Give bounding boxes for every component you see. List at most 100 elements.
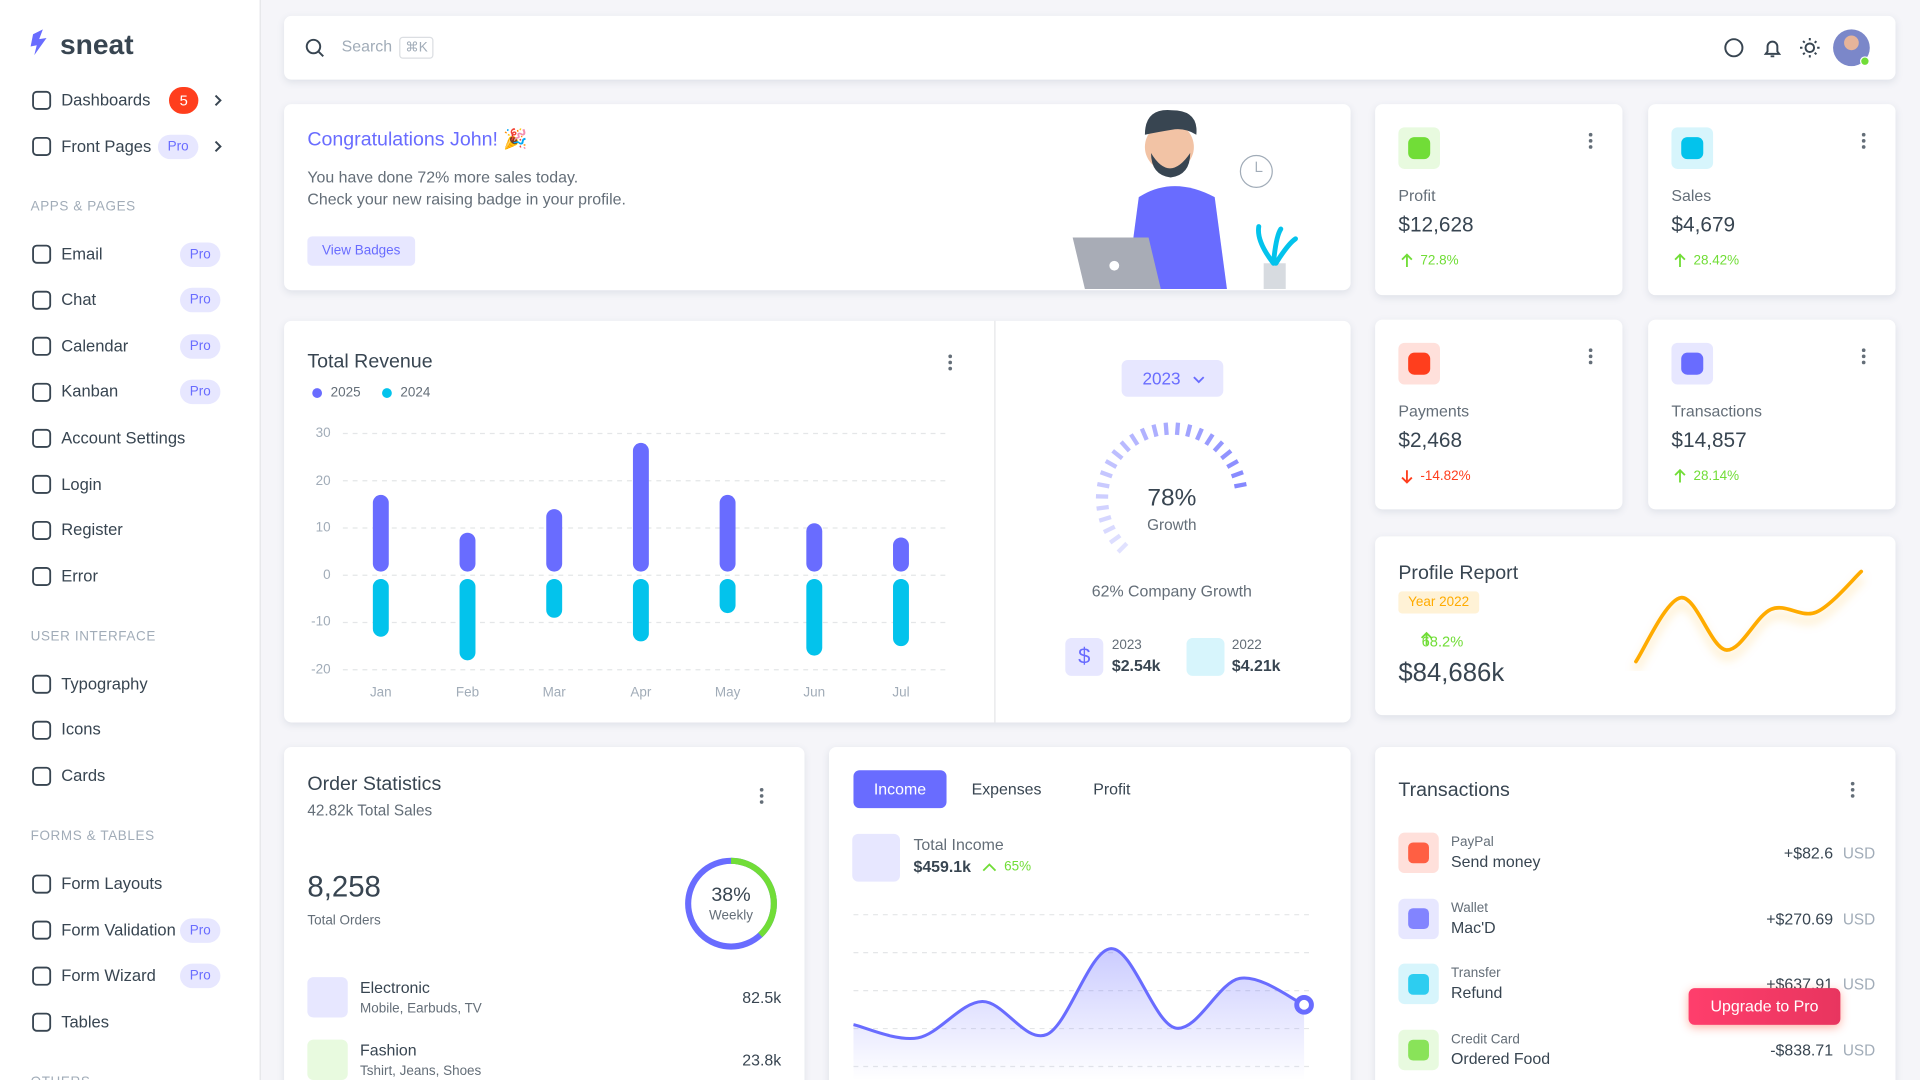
nav-item[interactable]: Account Settings (61, 428, 186, 447)
nav-item[interactable]: Form Layouts (61, 874, 163, 893)
upgrade-button[interactable]: Upgrade to Pro (1688, 988, 1841, 1025)
y-tick-label: 30 (315, 426, 331, 441)
nav-item[interactable]: Error (61, 566, 98, 586)
tx-method: Credit Card (1451, 1032, 1520, 1048)
tx-currency: USD (1842, 844, 1876, 863)
x-tick-label: Mar (542, 685, 566, 701)
tx-currency: USD (1842, 976, 1876, 994)
nav-item[interactable]: Form Validation (61, 920, 176, 939)
item-name: Fashion (360, 1040, 417, 1060)
profile-change: 68.2% (1421, 633, 1464, 651)
stat-change: 28.14% (1693, 468, 1740, 484)
nav-item[interactable]: Icons (61, 720, 101, 739)
growth-year: 2023 (1111, 637, 1142, 653)
tx-currency: USD (1842, 910, 1876, 928)
pro-badge: Pro (157, 134, 199, 159)
nav-item[interactable]: Dashboards (61, 90, 151, 109)
divider (994, 320, 996, 723)
tab[interactable]: Profit (1093, 780, 1131, 799)
order-title: Order Statistics (307, 773, 442, 795)
tx-description: Send money (1451, 852, 1541, 871)
item-name: Electronic (360, 978, 430, 997)
pro-badge: Pro (180, 963, 221, 989)
stat-label: Sales (1671, 186, 1712, 205)
stat-change: -14.82% (1420, 468, 1471, 484)
nav-item[interactable]: Typography (61, 674, 148, 693)
x-tick-label: Apr (630, 685, 652, 701)
tx-amount: -$838.71 (1770, 1040, 1834, 1060)
tx-icon (1398, 898, 1439, 939)
tx-icon (1398, 964, 1439, 1005)
nav-item[interactable]: Front Pages (61, 136, 152, 156)
tx-amount: +$82.6 (1783, 843, 1834, 863)
stat-icon (1398, 342, 1440, 385)
year-badge: Year 2022 (1398, 591, 1479, 614)
y-tick-label: 10 (315, 520, 331, 536)
nav-item[interactable]: Cards (61, 766, 106, 785)
tab[interactable]: Income (853, 770, 947, 809)
income-label: Total Income (913, 835, 1004, 854)
pro-badge: Pro (180, 380, 221, 405)
profile-title: Profile Report (1398, 563, 1519, 585)
sidebar (0, 0, 260, 1080)
nav-item[interactable]: Email (61, 244, 103, 263)
item-icon (307, 977, 348, 1018)
nav-item[interactable]: Kanban (61, 382, 119, 401)
gauge-value: 78% (1147, 484, 1197, 512)
gauge-label: Growth (1147, 516, 1197, 534)
navbar (284, 15, 1896, 80)
badge: 5 (168, 86, 199, 114)
section-title: APPS & PAGES (30, 199, 136, 214)
stat-value: $12,628 (1398, 213, 1474, 237)
pro-badge: Pro (180, 241, 221, 267)
dollar-icon: $ (1065, 637, 1104, 676)
wallet-icon (1186, 637, 1225, 676)
nav-item[interactable]: Register (61, 520, 123, 540)
stat-value: $2,468 (1398, 428, 1463, 452)
section-title: USER INTERFACE (30, 629, 156, 644)
tx-description: Mac'D (1451, 917, 1496, 937)
stat-label: Transactions (1671, 401, 1762, 420)
brand[interactable]: sneat (60, 28, 134, 60)
year-dropdown[interactable]: 2023 (1121, 360, 1224, 397)
legend-label: 2024 (400, 385, 431, 401)
item-icon (307, 1039, 348, 1080)
tx-method: PayPal (1451, 835, 1494, 850)
item-value: 82.5k (742, 988, 782, 1007)
nav-item[interactable]: Calendar (61, 336, 129, 355)
stat-value: $4,679 (1671, 213, 1736, 237)
revenue-title: Total Revenue (307, 351, 433, 373)
view-badges-button[interactable]: View Badges (307, 236, 416, 266)
nav-item[interactable]: Form Wizard (61, 966, 156, 985)
nav-item[interactable]: Tables (61, 1012, 110, 1031)
pro-badge: Pro (180, 287, 221, 313)
stat-icon (1671, 127, 1714, 169)
pro-badge: Pro (180, 917, 221, 943)
x-tick-label: Feb (455, 685, 480, 701)
tx-method: Transfer (1451, 966, 1501, 982)
tx-currency: USD (1842, 1042, 1876, 1060)
nav-item[interactable]: Login (61, 474, 102, 493)
order-total-label: Total Orders (307, 913, 381, 929)
income-amount: $459.1k (913, 857, 972, 876)
x-tick-label: Jan (369, 685, 392, 701)
item-value: 23.8k (742, 1050, 782, 1069)
y-tick-label: 0 (323, 567, 331, 583)
nav-item[interactable]: Chat (61, 290, 97, 309)
tx-icon (1398, 832, 1439, 874)
stat-label: Profit (1398, 186, 1436, 205)
section-title: OTHERS (31, 1074, 91, 1080)
legend-label: 2025 (330, 385, 361, 401)
tab[interactable]: Expenses (971, 780, 1042, 799)
tx-description: Ordered Food (1451, 1049, 1551, 1068)
x-tick-label: Jul (892, 685, 910, 701)
x-tick-label: May (714, 685, 741, 701)
growth-amount: $4.21k (1231, 656, 1281, 675)
y-tick-label: -10 (311, 615, 331, 630)
y-tick-label: -20 (311, 662, 331, 678)
search-input[interactable]: Search (341, 36, 393, 56)
stat-change: 28.42% (1693, 253, 1740, 269)
income-icon (852, 833, 900, 882)
